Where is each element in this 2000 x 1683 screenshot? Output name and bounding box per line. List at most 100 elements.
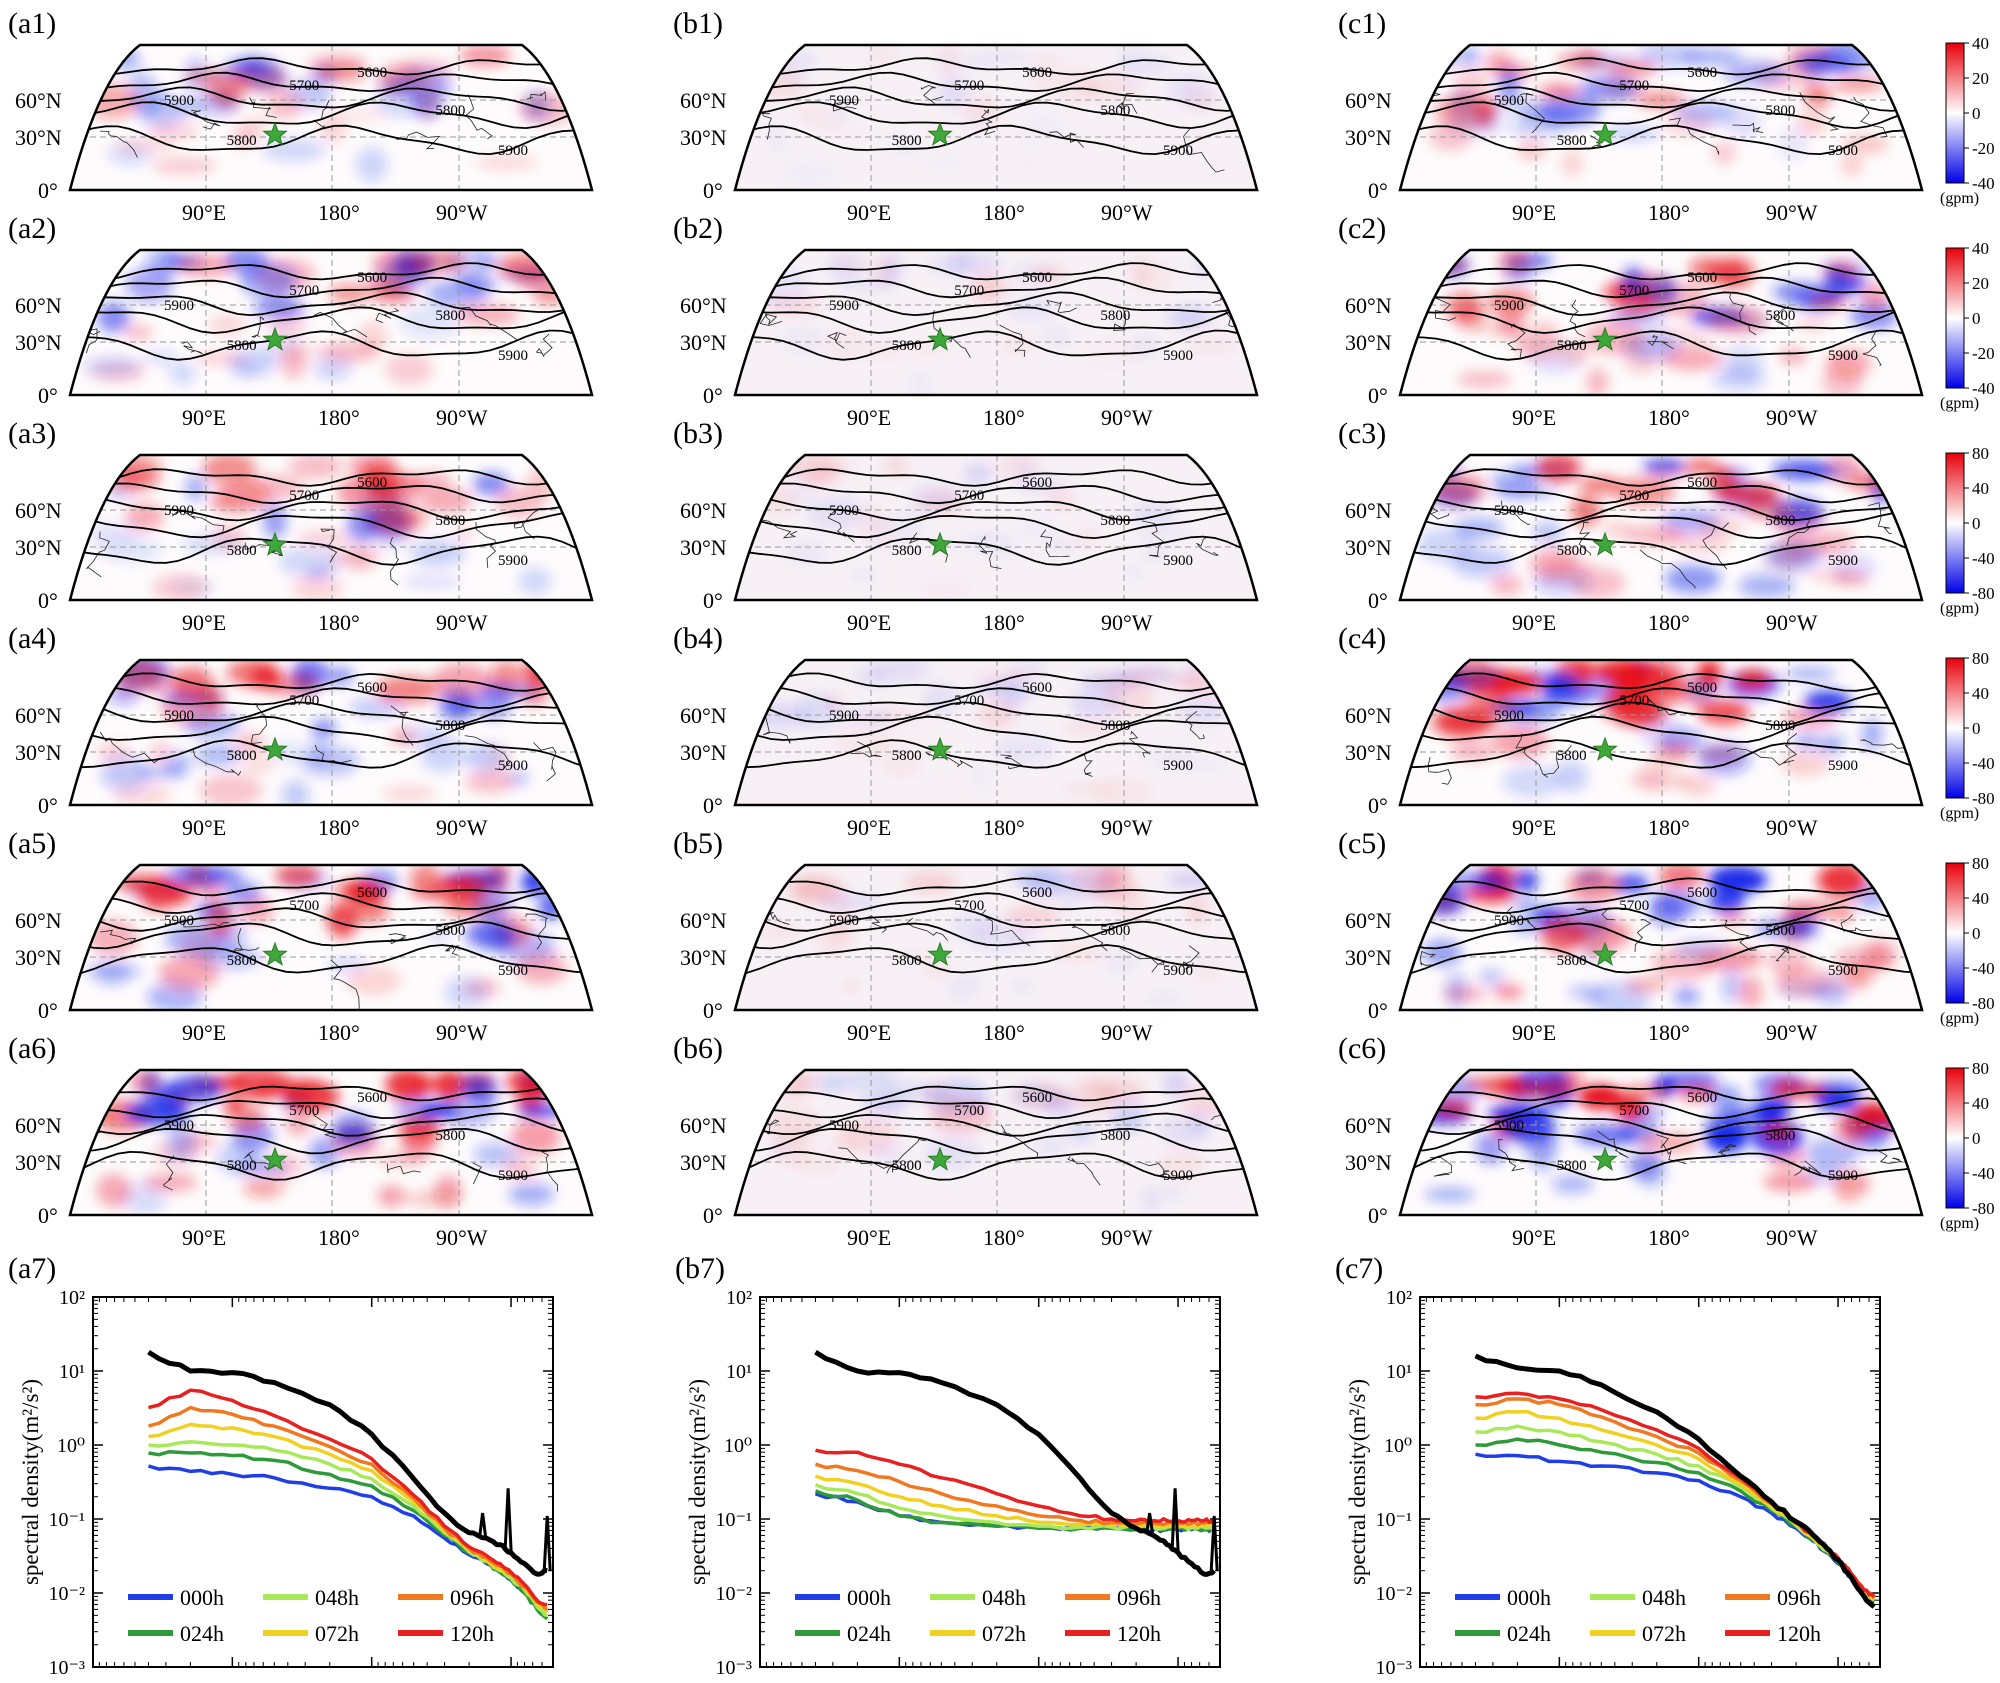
contour-label: 5700 [1619,1103,1649,1119]
contour-label: 5800 [1765,308,1795,324]
contour-label: 5800 [1557,1158,1587,1174]
chart-c7: (c7)10²10¹10⁰10⁻¹10⁻²10⁻³10⁵10⁴10³10²wav… [1335,1252,1881,1683]
lat-label: 0° [1368,998,1388,1023]
contour-label: 5900 [829,1118,859,1134]
legend-label: 096h [450,1585,494,1610]
panel-label: (b7) [675,1252,725,1285]
contour-label: 5800 [227,1158,257,1174]
colorbar-tick-label: 80 [1972,444,1989,463]
y-tick-label: 10² [59,1287,85,1309]
lon-label: 90°W [1101,815,1153,840]
contour-label: 5800 [892,748,922,764]
spectral-spike [542,1515,552,1571]
legend-label: 072h [982,1621,1026,1646]
lon-label: 180° [318,1020,360,1045]
contour-label: 5900 [1163,143,1193,159]
map-panel-c3: (c3) 5900 5700 5600 5800 5900 5800 60°N 30°N 0° 90… [1338,417,1924,635]
lon-label: 90°E [182,1225,226,1250]
lat-label: 30°N [1345,535,1392,560]
lat-label: 30°N [15,1150,62,1175]
panel-label: (a1) [8,7,56,40]
contour-label: 5600 [357,65,387,81]
geopotential-contours [1400,877,1917,976]
contour-label: 5900 [164,708,194,724]
lon-label: 90°W [1101,610,1153,635]
plot-frame [92,1296,554,1668]
contour-label: 5800 [892,543,922,559]
green-star-icon [262,736,288,761]
colorbar-tick-label: 0 [1972,924,1981,943]
legend: 000h 048h 096h 024h 072h 120h [1455,1585,1821,1646]
coastlines [1427,698,1905,785]
legend-label: 096h [1117,1585,1161,1610]
green-star-icon [262,121,288,146]
contour-label: 5800 [435,1128,465,1144]
colorbar-tick-label: -40 [1972,174,1995,193]
lat-label: 30°N [680,330,727,355]
colorbar-unit: (gpm) [1940,600,1979,617]
contour-label: 5900 [164,1118,194,1134]
contour-label: 5600 [1022,270,1052,286]
lon-label: 180° [1648,1225,1690,1250]
lon-label: 90°E [847,405,891,430]
y-axis-label: spectral density(m²/s²) [1345,1379,1370,1585]
lon-label: 90°E [1512,405,1556,430]
lat-label: 0° [38,998,58,1023]
lat-label: 30°N [1345,1150,1392,1175]
colorbar-tick-label: -20 [1972,344,1995,363]
contour-label: 5600 [357,680,387,696]
colorbar-tick-label: -20 [1972,139,1995,158]
lat-label: 60°N [680,293,727,318]
geopotential-contours [735,262,1252,361]
panel-label: (b3) [673,417,723,450]
contour-label: 5900 [829,93,859,109]
lon-label: 90°E [847,1225,891,1250]
contour-label: 5900 [1494,913,1524,929]
contour-label: 5700 [1619,283,1649,299]
lat-label: 60°N [15,293,62,318]
plot-frame [759,1296,1221,1668]
map-panel-b1: (b1) 5900 5700 5600 5800 5900 5800 60°N 30°N 0° 90… [673,7,1259,225]
lon-label: 180° [1648,200,1690,225]
contour-label: 5900 [829,708,859,724]
lat-label: 30°N [680,125,727,150]
y-tick-label: 10⁻¹ [1375,1509,1412,1531]
lat-label: 60°N [1345,908,1392,933]
lon-label: 90°W [1766,200,1818,225]
lon-label: 90°W [1766,1020,1818,1045]
lon-label: 90°E [182,610,226,635]
colorbar-tick-label: -80 [1972,1199,1995,1218]
panel-label: (a2) [8,212,56,245]
y-tick-label: 10⁻² [48,1583,85,1605]
geopotential-contours [70,877,587,976]
contour-label: 5900 [1828,348,1858,364]
map-panel-b4: (b4) 5900 5700 5600 5800 5900 5800 60°N 30°N 0° 90… [673,622,1259,840]
geopotential-contours [735,1082,1252,1181]
lon-label: 90°W [1766,405,1818,430]
lon-label: 90°W [1766,610,1818,635]
spectra-charts: (a7)10²10¹10⁰10⁻¹10⁻²10⁻³10⁵10⁴10³10²wav… [8,1252,1881,1683]
lat-label: 0° [703,383,723,408]
contour-label: 5700 [289,488,319,504]
contour-label: 5900 [1494,708,1524,724]
colorbar-unit: (gpm) [1940,395,1979,412]
lat-label: 0° [38,383,58,408]
panel-label: (c2) [1338,212,1386,245]
green-star-icon [1592,121,1618,146]
contour-label: 5800 [1100,103,1130,119]
lat-label: 0° [1368,588,1388,613]
contour-label: 5900 [1163,348,1193,364]
colorbar-row-6: 80 40 0 -40 -80(gpm) [1940,1059,1995,1232]
lat-label: 30°N [680,740,727,765]
colorbar-tick-label: 20 [1972,69,1989,88]
geopotential-contours [70,262,587,361]
plot-frame [1419,1296,1881,1668]
lat-label: 60°N [15,498,62,523]
contour-label: 5900 [1494,298,1524,314]
lat-label: 60°N [1345,293,1392,318]
lat-label: 30°N [680,945,727,970]
colorbar-unit: (gpm) [1940,190,1979,207]
panel-label: (c5) [1338,827,1386,860]
green-star-icon [1592,736,1618,761]
coastlines [100,91,547,158]
